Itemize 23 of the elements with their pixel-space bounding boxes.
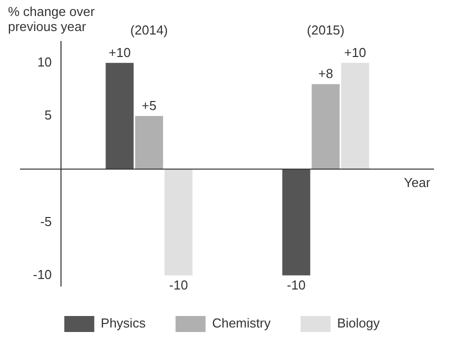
data-label: +8 [318, 66, 334, 82]
y-tick-label: -5 [40, 214, 52, 229]
data-label: +10 [344, 44, 366, 60]
x-axis-title: Year [404, 175, 431, 190]
bar [164, 169, 193, 276]
y-tick-label: 5 [44, 108, 52, 123]
y-axis-title: % change over previous year [8, 4, 96, 34]
legend-label: Physics [100, 316, 146, 331]
y-tick-label: -10 [32, 266, 52, 282]
data-label: +5 [142, 98, 157, 114]
bar [341, 62, 370, 170]
data-label: -10 [169, 277, 188, 292]
bar [282, 169, 310, 276]
bar [106, 62, 134, 170]
bar [312, 84, 340, 170]
data-label: -10 [286, 277, 306, 292]
legend-label: Biology [337, 316, 380, 331]
data-label: +10 [108, 44, 131, 60]
y-tick-label: 10 [37, 54, 52, 70]
legend-label: Chemistry [212, 316, 272, 331]
x-tick-label: (2015) [306, 22, 344, 38]
x-tick-label: (2014) [130, 22, 168, 38]
bar [135, 116, 164, 170]
